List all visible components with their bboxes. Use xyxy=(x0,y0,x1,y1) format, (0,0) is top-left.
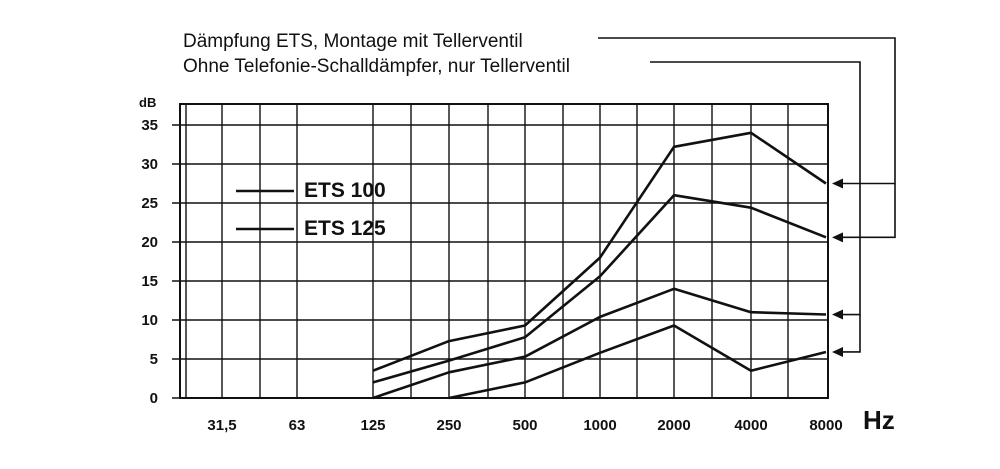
x-tick-4: 500 xyxy=(512,417,537,434)
arrow-series-1 xyxy=(832,178,843,189)
arrow-series-3 xyxy=(832,309,843,320)
y-tick-20: 20 xyxy=(141,234,158,251)
y-tick-10: 10 xyxy=(141,312,158,329)
tick-labels: 0 5 10 15 20 25 30 35 31,5 63 125 250 500 1000 2000 400… xyxy=(141,117,842,434)
y-axis-unit: dB xyxy=(139,95,156,110)
y-tick-15: 15 xyxy=(141,273,158,290)
y-tick-5: 5 xyxy=(150,351,158,368)
y-tick-35: 35 xyxy=(141,117,158,134)
leader-line-1a xyxy=(598,37,896,185)
annotation-2: Ohne Telefonie-Schalldämpfer, nur Teller… xyxy=(183,56,570,77)
series-layer xyxy=(372,131,827,400)
y-tick-25: 25 xyxy=(141,195,158,212)
series-line-4 xyxy=(448,324,827,400)
annotation-1: Dämpfung ETS, Montage mit Tellerventil xyxy=(183,31,523,52)
arrow-series-2 xyxy=(832,232,843,243)
series-line-2 xyxy=(372,193,827,384)
y-tick-30: 30 xyxy=(141,156,158,173)
annotation-leaders xyxy=(598,37,896,357)
x-tick-7: 4000 xyxy=(734,417,767,434)
plot-frame xyxy=(179,103,829,399)
grid xyxy=(172,104,828,399)
leader-line-1b xyxy=(843,183,896,239)
x-axis-unit: Hz xyxy=(863,405,895,435)
arrow-series-4 xyxy=(832,346,843,357)
series-line-3 xyxy=(372,287,827,400)
x-tick-2: 125 xyxy=(360,417,385,434)
leader-line-2a xyxy=(650,61,861,316)
leader-line-2b xyxy=(843,314,861,353)
x-tick-8: 8000 xyxy=(809,417,842,434)
series-line-1 xyxy=(372,131,827,372)
x-tick-0: 31,5 xyxy=(207,417,236,434)
x-tick-3: 250 xyxy=(436,417,461,434)
x-tick-1: 63 xyxy=(289,417,306,434)
y-tick-0: 0 xyxy=(150,390,158,407)
x-tick-5: 1000 xyxy=(583,417,616,434)
legend-label-ets-125: ETS 125 xyxy=(304,217,386,240)
x-tick-6: 2000 xyxy=(657,417,690,434)
legend-label-ets-100: ETS 100 xyxy=(304,179,386,202)
